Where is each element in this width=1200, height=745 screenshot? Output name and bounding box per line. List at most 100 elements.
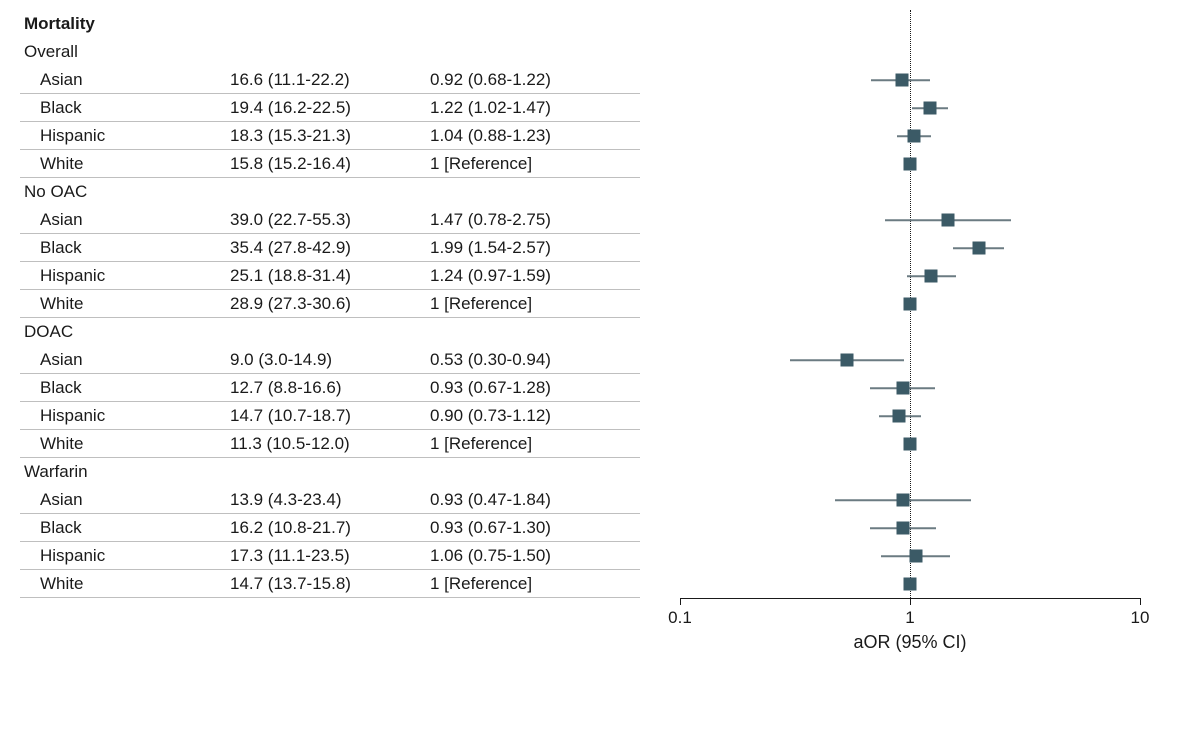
forest-plot-panel: 0.1110aOR (95% CI) bbox=[640, 10, 1180, 598]
plot-row bbox=[640, 234, 1180, 262]
table-row: Hispanic18.3 (15.3-21.3)1.04 (0.88-1.23) bbox=[20, 122, 640, 150]
row-rate: 9.0 (3.0-14.9) bbox=[230, 350, 430, 370]
row-rate: 39.0 (22.7-55.3) bbox=[230, 210, 430, 230]
plot-row bbox=[640, 122, 1180, 150]
row-or: 0.90 (0.73-1.12) bbox=[430, 406, 630, 426]
point-estimate-marker bbox=[925, 270, 938, 283]
point-estimate-marker bbox=[893, 410, 906, 423]
plot-row bbox=[640, 430, 1180, 458]
point-estimate-marker bbox=[904, 298, 917, 311]
axis-tick-label: 1 bbox=[905, 608, 914, 628]
subgroup-header: Overall bbox=[24, 42, 78, 61]
plot-row bbox=[640, 150, 1180, 178]
axis-tick-label: 10 bbox=[1131, 608, 1150, 628]
point-estimate-marker bbox=[896, 522, 909, 535]
section-header: Overall bbox=[20, 42, 230, 62]
table-row: White11.3 (10.5-12.0)1 [Reference] bbox=[20, 430, 640, 458]
row-rate: 18.3 (15.3-21.3) bbox=[230, 126, 430, 146]
table-row: White15.8 (15.2-16.4)1 [Reference] bbox=[20, 150, 640, 178]
subgroup-header: No OAC bbox=[24, 182, 87, 201]
row-or: 0.92 (0.68-1.22) bbox=[430, 70, 630, 90]
plot-row bbox=[640, 290, 1180, 318]
row-or: 1.22 (1.02-1.47) bbox=[430, 98, 630, 118]
table-row: Black19.4 (16.2-22.5)1.22 (1.02-1.47) bbox=[20, 94, 640, 122]
x-axis: 0.1 1 10 aOR (95% CI) bbox=[640, 598, 1180, 658]
row-or: 1 [Reference] bbox=[430, 294, 630, 314]
row-or: 1.24 (0.97-1.59) bbox=[430, 266, 630, 286]
point-estimate-marker bbox=[923, 102, 936, 115]
row-label: Black bbox=[20, 518, 230, 538]
section-header: No OAC bbox=[20, 182, 230, 202]
row-rate: 16.6 (11.1-22.2) bbox=[230, 70, 430, 90]
table-row: White14.7 (13.7-15.8)1 [Reference] bbox=[20, 570, 640, 598]
row-label: White bbox=[20, 154, 230, 174]
row-rate: 17.3 (11.1-23.5) bbox=[230, 546, 430, 566]
row-or: 0.93 (0.47-1.84) bbox=[430, 490, 630, 510]
plot-row bbox=[640, 542, 1180, 570]
row-label: Hispanic bbox=[20, 126, 230, 146]
axis-tick bbox=[910, 598, 911, 605]
section-header: Mortality bbox=[20, 14, 230, 34]
row-or: 1 [Reference] bbox=[430, 574, 630, 594]
row-or: 1 [Reference] bbox=[430, 154, 630, 174]
row-label: Hispanic bbox=[20, 546, 230, 566]
plot-row bbox=[640, 486, 1180, 514]
axis-tick bbox=[1140, 598, 1141, 605]
section-header: DOAC bbox=[20, 322, 230, 342]
row-or: 1.06 (0.75-1.50) bbox=[430, 546, 630, 566]
axis-title: aOR (95% CI) bbox=[853, 632, 966, 653]
table-row: Asian13.9 (4.3-23.4)0.93 (0.47-1.84) bbox=[20, 486, 640, 514]
row-label: Black bbox=[20, 98, 230, 118]
plot-row bbox=[640, 402, 1180, 430]
point-estimate-marker bbox=[840, 354, 853, 367]
plot-row bbox=[640, 66, 1180, 94]
point-estimate-marker bbox=[904, 578, 917, 591]
plot-row bbox=[640, 570, 1180, 598]
row-label: Asian bbox=[20, 490, 230, 510]
row-label: Black bbox=[20, 238, 230, 258]
plot-row bbox=[640, 514, 1180, 542]
row-or: 0.93 (0.67-1.30) bbox=[430, 518, 630, 538]
plot-row bbox=[640, 262, 1180, 290]
row-rate: 15.8 (15.2-16.4) bbox=[230, 154, 430, 174]
row-rate: 14.7 (10.7-18.7) bbox=[230, 406, 430, 426]
point-estimate-marker bbox=[909, 550, 922, 563]
row-label: Hispanic bbox=[20, 406, 230, 426]
table-row: Black16.2 (10.8-21.7)0.93 (0.67-1.30) bbox=[20, 514, 640, 542]
row-rate: 11.3 (10.5-12.0) bbox=[230, 434, 430, 454]
row-rate: 35.4 (27.8-42.9) bbox=[230, 238, 430, 258]
subgroup-header: DOAC bbox=[24, 322, 73, 341]
row-label: Asian bbox=[20, 350, 230, 370]
row-label: Hispanic bbox=[20, 266, 230, 286]
point-estimate-marker bbox=[907, 130, 920, 143]
forest-plot: MortalityOverallAsian16.6 (11.1-22.2)0.9… bbox=[20, 10, 1180, 598]
row-or: 1.99 (1.54-2.57) bbox=[430, 238, 630, 258]
axis-tick bbox=[680, 598, 681, 605]
row-or: 0.93 (0.67-1.28) bbox=[430, 378, 630, 398]
row-rate: 19.4 (16.2-22.5) bbox=[230, 98, 430, 118]
row-label: White bbox=[20, 294, 230, 314]
table-row: Hispanic25.1 (18.8-31.4)1.24 (0.97-1.59) bbox=[20, 262, 640, 290]
forest-table: MortalityOverallAsian16.6 (11.1-22.2)0.9… bbox=[20, 10, 640, 598]
point-estimate-marker bbox=[895, 74, 908, 87]
table-row: Asian39.0 (22.7-55.3)1.47 (0.78-2.75) bbox=[20, 206, 640, 234]
plot-row bbox=[640, 374, 1180, 402]
axis-tick-label: 0.1 bbox=[668, 608, 692, 628]
point-estimate-marker bbox=[904, 438, 917, 451]
table-row: Black12.7 (8.8-16.6)0.93 (0.67-1.28) bbox=[20, 374, 640, 402]
row-label: Black bbox=[20, 378, 230, 398]
plot-row bbox=[640, 346, 1180, 374]
table-row: Hispanic14.7 (10.7-18.7)0.90 (0.73-1.12) bbox=[20, 402, 640, 430]
row-or: 1.04 (0.88-1.23) bbox=[430, 126, 630, 146]
point-estimate-marker bbox=[904, 158, 917, 171]
row-rate: 25.1 (18.8-31.4) bbox=[230, 266, 430, 286]
point-estimate-marker bbox=[896, 494, 909, 507]
plot-row bbox=[640, 94, 1180, 122]
plot-row bbox=[640, 206, 1180, 234]
table-row: Hispanic17.3 (11.1-23.5)1.06 (0.75-1.50) bbox=[20, 542, 640, 570]
row-label: Asian bbox=[20, 210, 230, 230]
row-rate: 12.7 (8.8-16.6) bbox=[230, 378, 430, 398]
subgroup-header: Warfarin bbox=[24, 462, 88, 481]
row-label: White bbox=[20, 434, 230, 454]
row-rate: 28.9 (27.3-30.6) bbox=[230, 294, 430, 314]
